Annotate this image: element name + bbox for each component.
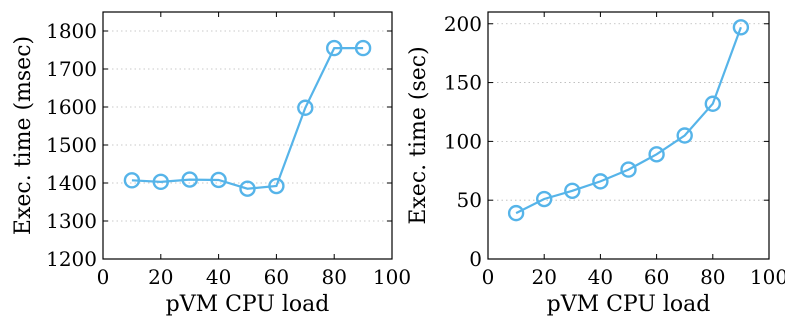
left-x-tick-label-5: 100 [373,265,411,289]
right-data-point-7 [704,95,721,112]
right-chart: 0 50 100 150 200 0 20 40 60 80 100 pVM CPU load Exec… [406,11,785,317]
right-data-point-0 [507,204,525,222]
left-x-tick-label-1: 20 [148,265,173,289]
left-data-point-1 [152,173,170,191]
right-data-point-2 [564,182,581,199]
left-x-tick-label-0: 0 [97,265,110,289]
left-y-tick-label-4: 1600 [46,95,97,119]
left-x-axis-label: pVM CPU load [166,292,330,317]
left-y-tick-label-2: 1400 [46,171,97,195]
left-chart: 1200 1300 1400 1500 1600 1700 1800 0 20 40 60 80 100… [11,11,411,317]
right-data-point-8 [732,19,750,36]
left-y-tick-label-3: 1500 [46,133,97,157]
right-y-tick-label-3: 150 [444,71,482,95]
left-y-tick-label-1: 1300 [46,209,97,233]
left-y-tick-label-6: 1800 [46,19,97,43]
left-data-point-7 [326,39,343,57]
right-x-tick-label-5: 100 [750,265,785,289]
left-data-point-2 [181,171,198,188]
right-x-tick-label-0: 0 [482,265,495,289]
left-x-tick-label-3: 60 [264,265,289,289]
right-y-tick-label-0: 0 [469,247,482,271]
left-series-line-0 [131,46,364,190]
right-x-tick-label-4: 80 [700,265,725,289]
left-x-tick-label-4: 80 [321,265,346,289]
left-y-tick-label-5: 1700 [46,57,97,81]
left-data-point-8 [354,39,372,57]
left-data-point-5 [268,177,285,195]
right-y-tick-label-2: 100 [444,129,482,153]
right-series-line-0 [515,26,742,215]
right-data-point-1 [536,190,553,208]
right-x-tick-label-1: 20 [531,265,556,289]
right-x-axis-label: pVM CPU load [547,292,711,317]
left-y-tick-label-0: 1200 [46,247,97,271]
left-plot-frame [102,11,393,260]
left-data-point-3 [210,171,227,189]
right-data-point-4 [620,161,637,178]
left-data-point-0 [123,172,141,189]
right-x-tick-label-2: 40 [588,265,613,289]
left-data-point-4 [239,180,256,197]
left-y-axis-label: Exec. time (msec) [11,36,36,235]
left-data-point-6 [297,99,314,116]
right-y-tick-label-1: 50 [457,188,482,212]
right-y-axis-label: Exec. time (sec) [406,46,431,224]
right-y-tick-label-4: 200 [444,12,482,36]
right-data-point-3 [592,173,609,190]
right-plot-frame [487,11,770,260]
right-data-point-5 [648,146,665,163]
left-x-tick-label-2: 40 [206,265,231,289]
right-data-point-6 [676,127,693,144]
right-x-tick-label-3: 60 [644,265,669,289]
